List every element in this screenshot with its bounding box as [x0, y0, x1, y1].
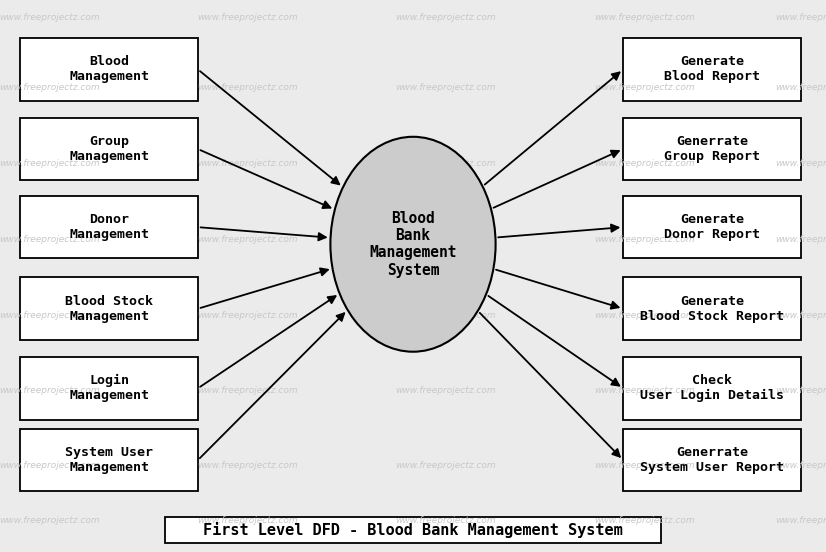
Text: Blood Stock
Management: Blood Stock Management: [65, 295, 153, 323]
Text: www.freeprojectz.com: www.freeprojectz.com: [0, 460, 100, 470]
Text: Generate
Donor Report: Generate Donor Report: [664, 213, 760, 241]
Text: Check
User Login Details: Check User Login Details: [640, 374, 784, 402]
Text: www.freeprojectz.com: www.freeprojectz.com: [0, 235, 100, 244]
Text: Login
Management: Login Management: [69, 374, 149, 402]
Text: www.freeprojectz.com: www.freeprojectz.com: [197, 235, 298, 244]
Text: www.freeprojectz.com: www.freeprojectz.com: [197, 311, 298, 320]
Text: www.freeprojectz.com: www.freeprojectz.com: [0, 13, 100, 22]
FancyBboxPatch shape: [624, 118, 800, 181]
Text: www.freeprojectz.com: www.freeprojectz.com: [0, 311, 100, 320]
Text: www.freeprojectz.com: www.freeprojectz.com: [0, 159, 100, 168]
Text: System User
Management: System User Management: [65, 446, 153, 474]
FancyBboxPatch shape: [21, 278, 198, 340]
FancyBboxPatch shape: [21, 118, 198, 181]
Text: www.freeprojectz.com: www.freeprojectz.com: [197, 159, 298, 168]
FancyBboxPatch shape: [21, 429, 198, 491]
Text: www.freeprojectz.com: www.freeprojectz.com: [0, 516, 100, 525]
Text: Generrate
System User Report: Generrate System User Report: [640, 446, 784, 474]
Text: www.freeprojectz.com: www.freeprojectz.com: [396, 460, 496, 470]
Text: www.freeprojectz.com: www.freeprojectz.com: [197, 460, 298, 470]
Text: www.freeprojectz.com: www.freeprojectz.com: [396, 83, 496, 92]
Text: Blood
Bank
Management
System: Blood Bank Management System: [369, 211, 457, 278]
Text: Group
Management: Group Management: [69, 135, 149, 163]
Text: www.freeprojectz.com: www.freeprojectz.com: [396, 235, 496, 244]
Text: www.freeprojectz.com: www.freeprojectz.com: [197, 516, 298, 525]
Text: www.freeprojectz.com: www.freeprojectz.com: [594, 386, 695, 395]
Text: www.freeprojectz.com: www.freeprojectz.com: [396, 159, 496, 168]
Text: www.freeprojectz.com: www.freeprojectz.com: [197, 83, 298, 92]
Text: www.freeprojectz.com: www.freeprojectz.com: [0, 83, 100, 92]
Text: First Level DFD - Blood Bank Management System: First Level DFD - Blood Bank Management …: [203, 522, 623, 538]
Text: www.freeprojectz.com: www.freeprojectz.com: [776, 311, 826, 320]
Text: www.freeprojectz.com: www.freeprojectz.com: [396, 516, 496, 525]
Text: www.freeprojectz.com: www.freeprojectz.com: [776, 235, 826, 244]
Text: www.freeprojectz.com: www.freeprojectz.com: [594, 83, 695, 92]
Text: www.freeprojectz.com: www.freeprojectz.com: [0, 386, 100, 395]
Text: www.freeprojectz.com: www.freeprojectz.com: [776, 83, 826, 92]
FancyBboxPatch shape: [624, 278, 800, 340]
FancyBboxPatch shape: [624, 196, 800, 258]
Text: www.freeprojectz.com: www.freeprojectz.com: [396, 386, 496, 395]
Text: www.freeprojectz.com: www.freeprojectz.com: [594, 13, 695, 22]
Text: www.freeprojectz.com: www.freeprojectz.com: [594, 235, 695, 244]
Text: www.freeprojectz.com: www.freeprojectz.com: [776, 159, 826, 168]
Text: www.freeprojectz.com: www.freeprojectz.com: [776, 386, 826, 395]
Text: www.freeprojectz.com: www.freeprojectz.com: [197, 386, 298, 395]
Text: www.freeprojectz.com: www.freeprojectz.com: [594, 516, 695, 525]
FancyBboxPatch shape: [624, 357, 800, 420]
FancyBboxPatch shape: [21, 357, 198, 420]
Ellipse shape: [330, 137, 496, 352]
Text: Generate
Blood Stock Report: Generate Blood Stock Report: [640, 295, 784, 323]
Text: www.freeprojectz.com: www.freeprojectz.com: [594, 159, 695, 168]
Text: Blood
Management: Blood Management: [69, 55, 149, 83]
Text: Generate
Blood Report: Generate Blood Report: [664, 55, 760, 83]
Text: Donor
Management: Donor Management: [69, 213, 149, 241]
FancyBboxPatch shape: [624, 38, 800, 100]
Text: www.freeprojectz.com: www.freeprojectz.com: [396, 13, 496, 22]
Text: www.freeprojectz.com: www.freeprojectz.com: [396, 311, 496, 320]
Text: Generrate
Group Report: Generrate Group Report: [664, 135, 760, 163]
Text: www.freeprojectz.com: www.freeprojectz.com: [594, 460, 695, 470]
Text: www.freeprojectz.com: www.freeprojectz.com: [776, 460, 826, 470]
Text: www.freeprojectz.com: www.freeprojectz.com: [594, 311, 695, 320]
FancyBboxPatch shape: [21, 38, 198, 100]
Text: www.freeprojectz.com: www.freeprojectz.com: [197, 13, 298, 22]
Text: www.freeprojectz.com: www.freeprojectz.com: [776, 13, 826, 22]
Text: www.freeprojectz.com: www.freeprojectz.com: [776, 516, 826, 525]
FancyBboxPatch shape: [165, 517, 661, 544]
FancyBboxPatch shape: [21, 196, 198, 258]
FancyBboxPatch shape: [624, 429, 800, 491]
